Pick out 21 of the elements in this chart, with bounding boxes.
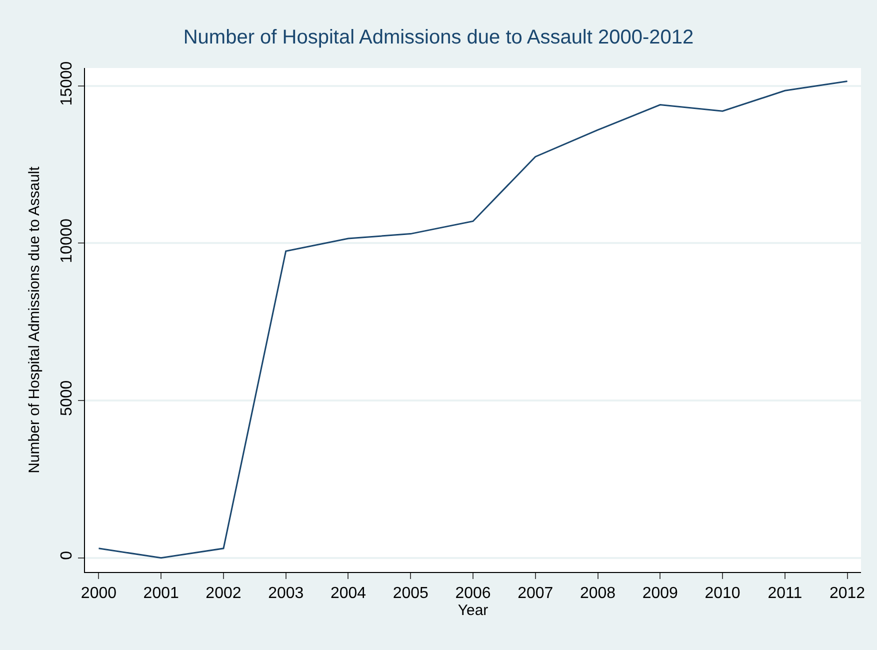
x-tick-label: 2004 — [330, 585, 366, 602]
x-tick-label: 2006 — [455, 585, 491, 602]
x-tick-label: 2012 — [829, 585, 866, 602]
y-tick-label: 10000 — [58, 218, 76, 264]
x-tick-label: 2007 — [518, 585, 554, 602]
x-tick-label: 2009 — [642, 585, 678, 602]
y-tick-label: 0 — [58, 550, 76, 560]
x-tick-label: 2011 — [768, 585, 802, 602]
line-series — [98, 80, 848, 559]
y-tick-label: 15000 — [58, 61, 76, 106]
x-tick-label: 2003 — [268, 585, 304, 602]
y-tick-label: 5000 — [58, 380, 76, 416]
x-tick-label: 2005 — [392, 585, 429, 602]
x-tick-label: 2002 — [206, 585, 242, 602]
chart-title: Number of Hospital Admissions due to Assault 2000-2012 — [183, 26, 694, 48]
x-tick-label: 2008 — [580, 585, 616, 602]
x-tick-label: 2010 — [704, 585, 740, 602]
x-axis-title: Year — [458, 602, 488, 620]
y-axis-title: Number of Hospital Admissions due to Assault — [26, 166, 43, 474]
x-tick-label: 2000 — [80, 585, 117, 602]
x-tick-label: 2001 — [143, 585, 179, 602]
